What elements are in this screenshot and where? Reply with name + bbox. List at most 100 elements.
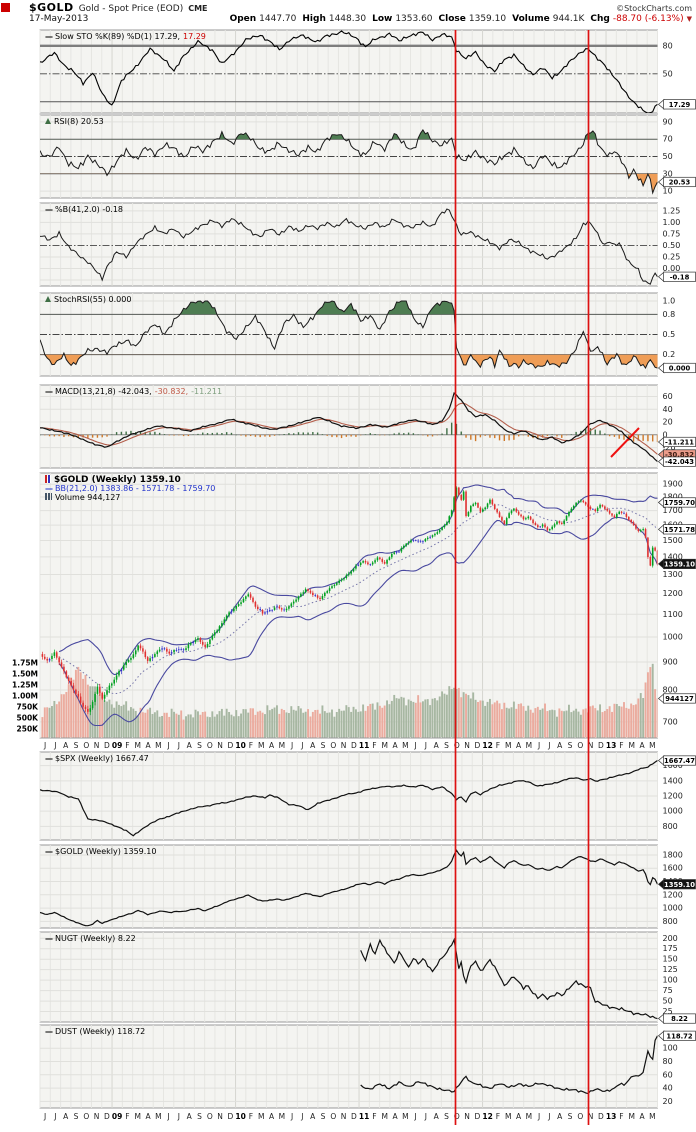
axis-tick-label: 1.25M — [12, 681, 38, 690]
legend-text: MACD(13,21,8) -42.043, — [55, 387, 152, 396]
axis-tick-label: 12 — [482, 1112, 492, 1121]
axis-tick-label: 900 — [663, 658, 678, 667]
axis-tick-label: M — [381, 741, 387, 750]
axis-tick-label: 800 — [663, 917, 678, 926]
svg-text:20.53: 20.53 — [669, 179, 691, 187]
line-icon: — — [45, 32, 53, 41]
symbol-description: Gold - Spot Price (EOD) — [78, 4, 184, 14]
legend-text: -11.211 — [191, 387, 223, 396]
axis-tick-label: A — [392, 1112, 398, 1121]
legend-gold2: — $GOLD (Weekly) 1359.10 — [45, 847, 160, 856]
value-tag: -42.043 — [657, 456, 696, 468]
axis-tick-label: O — [207, 1112, 213, 1121]
axis-tick-label: D — [474, 741, 480, 750]
axis-tick-label: O — [454, 1112, 460, 1121]
axis-tick-label: D — [351, 741, 357, 750]
axis-tick-label: 12 — [482, 741, 492, 750]
axis-tick-label: M — [134, 1112, 140, 1121]
panel-gold2 — [39, 844, 658, 929]
chevron-down-icon[interactable]: ▼ — [686, 15, 692, 23]
axis-tick-label: J — [547, 741, 550, 750]
value-tag: 1667.47 — [657, 755, 696, 766]
axis-tick-label: 700 — [663, 717, 678, 726]
axis-tick-label: S — [74, 1112, 79, 1121]
axis-tick-label: 75 — [663, 986, 673, 995]
quote-label: Volume — [512, 14, 550, 24]
axis-tick-label: A — [516, 1112, 522, 1121]
axis-tick-label: 200 — [663, 934, 678, 943]
axis-tick-label: 80 — [663, 41, 673, 50]
axis-tick-label: N — [588, 741, 594, 750]
exchange-label: CME — [188, 4, 208, 13]
svg-text:1359.10: 1359.10 — [664, 881, 695, 889]
axis-tick-label: O — [207, 741, 213, 750]
axis-tick-label: 1600 — [663, 761, 683, 770]
axis-tick-label: 70 — [663, 135, 673, 144]
value-tag: 20.53 — [657, 176, 696, 188]
axis-tick-label: N — [217, 741, 223, 750]
symbol-title: $GOLD — [29, 1, 74, 14]
quote-value: 1447.70 — [259, 14, 297, 24]
legend-text: Slow STO %K(89) %D(1) 17.29, — [55, 32, 180, 41]
axis-tick-label: A — [269, 1112, 275, 1121]
legend-sto: — Slow STO %K(89) %D(1) 17.29, 17.29 — [45, 32, 209, 41]
axis-tick-label: 13 — [606, 1112, 616, 1121]
axis-tick-label: O — [577, 741, 583, 750]
axis-tick-label: J — [424, 741, 427, 750]
axis-tick-label: 40 — [663, 405, 673, 414]
axis-tick-label: 11 — [359, 741, 369, 750]
axis-tick-label: 0.25 — [663, 252, 681, 261]
legend-dust: — DUST (Weekly) 118.72 — [45, 1027, 148, 1036]
x-axis-labels: JJJJAASSOONNDD0909FFMMAAMMJJJJAASSOONNDD… — [43, 741, 656, 1121]
axis-tick-label: N — [94, 741, 100, 750]
axis-tick-label: F — [372, 741, 376, 750]
svg-text:1359.10: 1359.10 — [664, 561, 695, 569]
axis-tick-label: A — [269, 741, 275, 750]
panel-stoch — [39, 292, 658, 377]
line-icon: — — [45, 847, 53, 856]
line-icon: — — [45, 754, 53, 763]
axis-tick-label: N — [341, 741, 347, 750]
axis-tick-label: O — [577, 1112, 583, 1121]
svg-text:1667.47: 1667.47 — [664, 757, 695, 765]
axis-tick-label: M — [279, 741, 285, 750]
panel-rsi — [39, 114, 658, 199]
axis-tick-label: A — [310, 1112, 316, 1121]
legend-text: DUST (Weekly) 118.72 — [55, 1027, 146, 1036]
value-tag: 1359.10 — [657, 558, 696, 570]
axis-tick-label: 1400 — [663, 776, 683, 785]
axis-tick-label: M — [505, 741, 511, 750]
axis-tick-label: 175 — [663, 944, 678, 953]
value-tag: 8.22 — [657, 1013, 696, 1025]
axis-tick-label: M — [628, 741, 634, 750]
axis-tick-label: 100 — [663, 1044, 678, 1053]
axis-tick-label: 09 — [112, 741, 122, 750]
axis-tick-label: 50 — [663, 152, 673, 161]
legend-text: $GOLD (Weekly) 1359.10 — [55, 847, 157, 856]
axis-tick-label: M — [402, 1112, 408, 1121]
axis-tick-label: 1800 — [663, 493, 683, 502]
axis-tick-label: M — [258, 741, 264, 750]
axis-tick-label: M — [649, 1112, 655, 1121]
axis-tick-label: 250K — [17, 725, 40, 734]
axis-tick-label: 1000 — [663, 904, 683, 913]
axis-tick-label: 10 — [663, 187, 673, 196]
trendline-annotation — [610, 427, 640, 458]
axis-tick-label: A — [187, 1112, 193, 1121]
axis-tick-label: M — [526, 741, 532, 750]
legend-text: -30.832, — [154, 387, 189, 396]
axis-tick-label: J — [43, 1112, 46, 1121]
svg-text:17.29: 17.29 — [669, 101, 691, 109]
axis-tick-label: F — [249, 1112, 253, 1121]
chart-header: $GOLD Gold - Spot Price (EOD) CME ©Stock… — [0, 0, 696, 24]
axis-tick-label: N — [464, 1112, 470, 1121]
quote-label: Open — [229, 14, 257, 24]
axis-tick-label: M — [155, 1112, 161, 1121]
quote-value: 1448.30 — [328, 14, 367, 24]
axis-tick-label: A — [63, 741, 69, 750]
axis-tick-label: 10 — [235, 741, 245, 750]
axis-tick-label: M — [526, 1112, 532, 1121]
axis-tick-label: M — [155, 741, 161, 750]
panel-pb — [39, 202, 658, 287]
